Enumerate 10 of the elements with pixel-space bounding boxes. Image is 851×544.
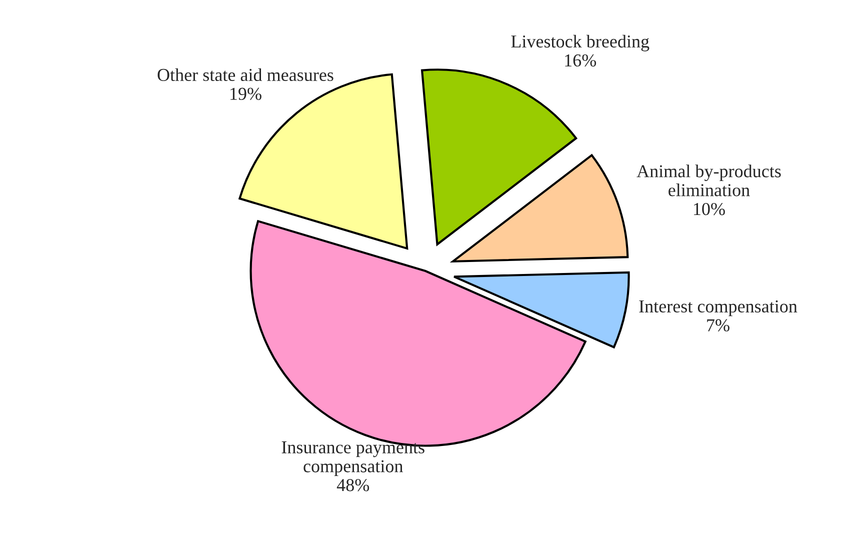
slice-label: Animal by-products elimination bbox=[636, 164, 781, 196]
data-label: 19% bbox=[230, 88, 262, 100]
data-label: 48% bbox=[336, 479, 370, 492]
slice-label: Other state aid measures bbox=[158, 68, 334, 82]
slice-label: Livestock breeding bbox=[511, 34, 650, 52]
slice-label: Insurance payments compensation bbox=[282, 441, 424, 476]
data-label: 10% bbox=[694, 202, 725, 216]
data-label: 16% bbox=[565, 54, 596, 67]
data-label: 7% bbox=[707, 319, 730, 332]
slice-label: Interest compensation bbox=[639, 300, 798, 316]
